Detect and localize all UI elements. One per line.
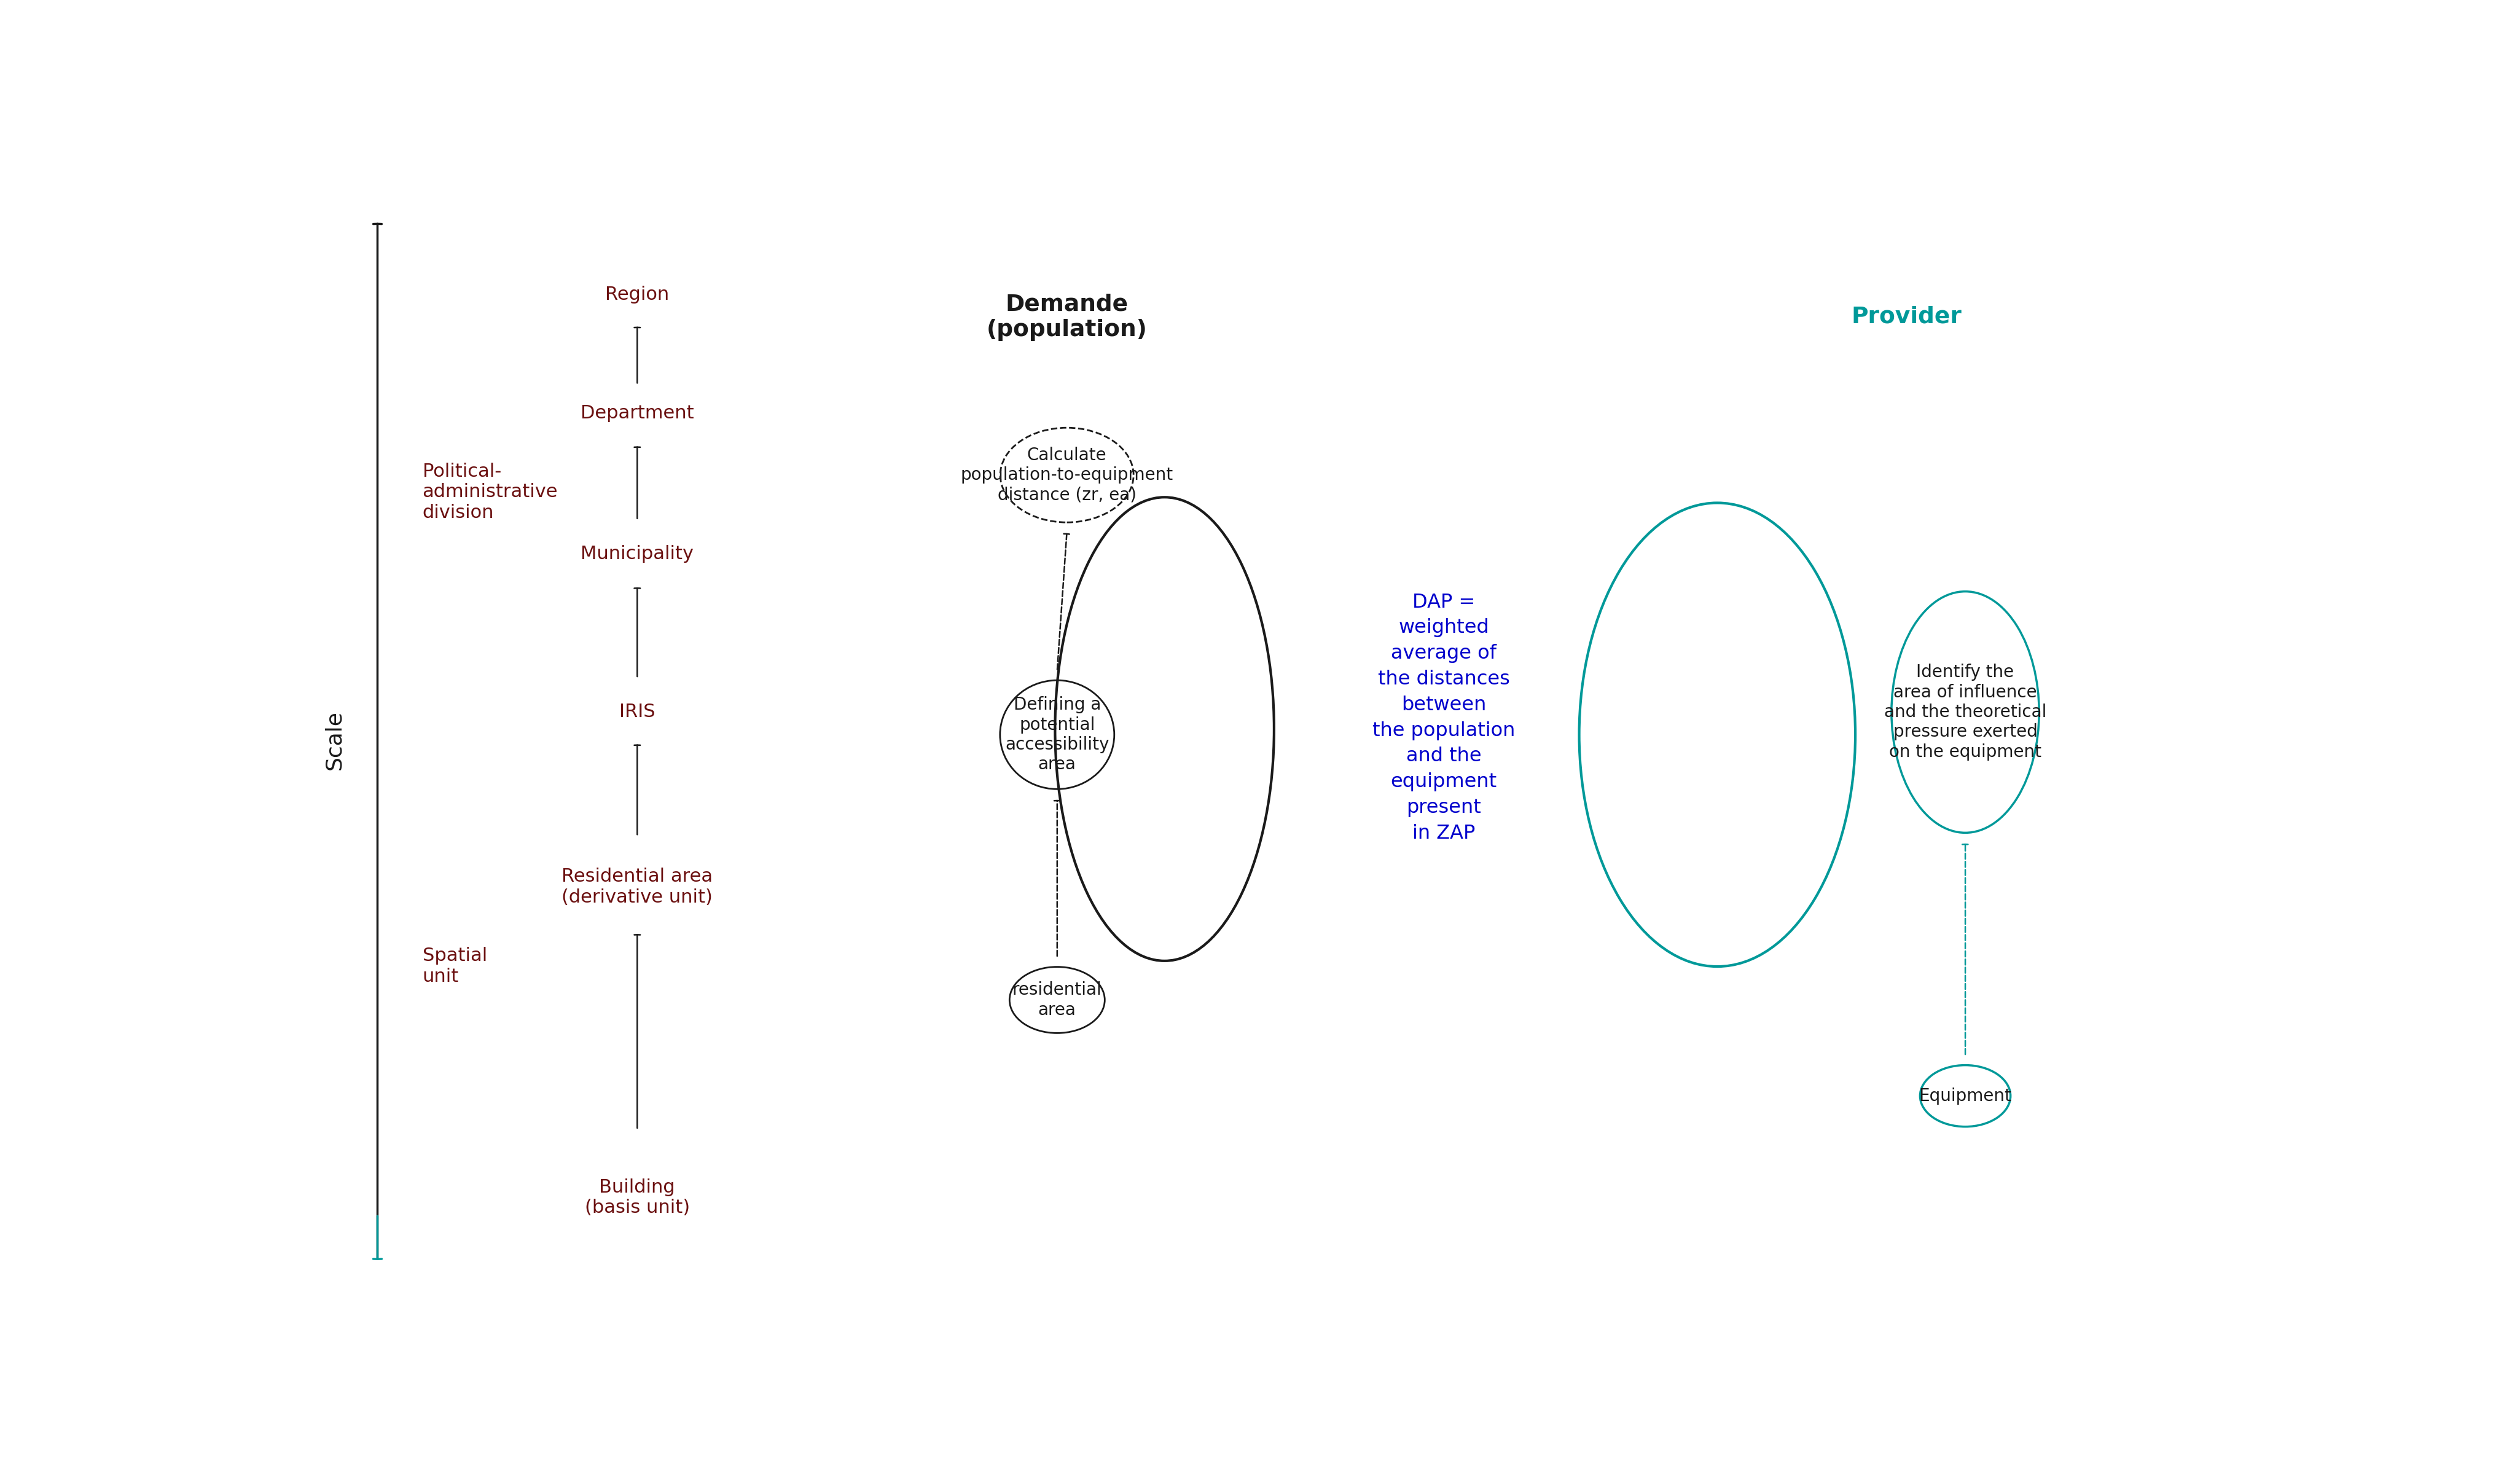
Text: Identify the
area of influence
and the theoretical
pressure exerted
on the equip: Identify the area of influence and the t…: [1885, 664, 2046, 761]
Text: Equipment: Equipment: [1918, 1088, 2011, 1104]
Text: DAP =
weighted
average of
the distances
between
the population
and the
equipment: DAP = weighted average of the distances …: [1373, 592, 1515, 843]
Text: Political-
administrative
division: Political- administrative division: [423, 462, 557, 522]
Text: Demande
(population): Demande (population): [985, 293, 1147, 342]
Text: Scale: Scale: [325, 711, 345, 770]
Text: Spatial
unit: Spatial unit: [423, 947, 486, 985]
Text: Provider: Provider: [1852, 306, 1963, 328]
Text: Building
(basis unit): Building (basis unit): [585, 1179, 690, 1217]
Text: Department: Department: [580, 405, 693, 422]
Text: IRIS: IRIS: [620, 704, 655, 721]
Text: Region: Region: [605, 286, 670, 303]
Text: Defining a
potential
accessibility
area: Defining a potential accessibility area: [1005, 696, 1109, 773]
Text: Residential area
(derivative unit): Residential area (derivative unit): [562, 868, 713, 906]
Text: Calculate
population-to-equipment
distance (zr, ea): Calculate population-to-equipment distan…: [960, 447, 1174, 503]
Text: Municipality: Municipality: [580, 545, 693, 563]
Text: residential
area: residential area: [1013, 981, 1101, 1019]
